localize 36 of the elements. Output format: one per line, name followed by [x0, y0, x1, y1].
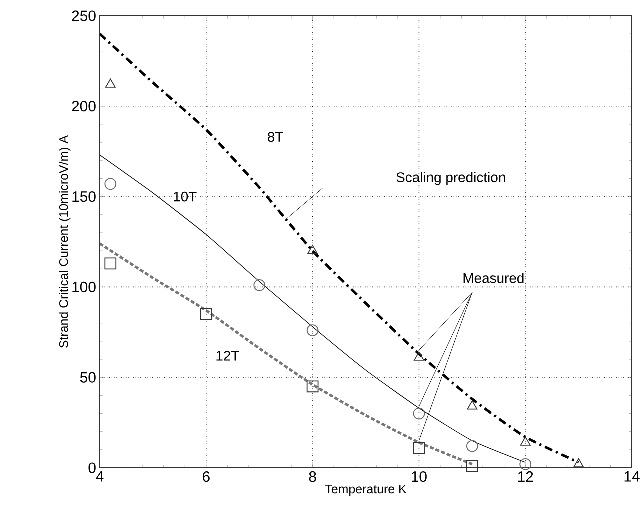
point — [466, 440, 478, 452]
x-tick-label: 4 — [96, 472, 104, 482]
x-tick-label: 6 — [203, 472, 210, 482]
y-tick-label: 150 — [72, 192, 96, 202]
x-tick-label: 12 — [518, 472, 534, 482]
x-axis-title: Temperature K — [325, 484, 407, 496]
annotation: Measured — [464, 273, 524, 284]
point — [413, 442, 426, 454]
point — [466, 460, 478, 472]
x-tick-label: 8 — [309, 472, 316, 482]
y-tick-label: 100 — [72, 282, 96, 292]
point — [105, 78, 116, 88]
annotation: Scaling prediction — [396, 172, 506, 186]
x-tick-label: 10 — [412, 472, 427, 482]
point — [254, 279, 266, 292]
x-tick-label: 14 — [624, 472, 640, 482]
y-tick-label: 50 — [80, 372, 96, 383]
point — [414, 352, 424, 361]
point — [413, 408, 426, 420]
point — [308, 245, 318, 254]
point — [200, 308, 212, 320]
point — [306, 380, 319, 393]
point — [574, 458, 584, 468]
point — [520, 458, 532, 470]
point — [306, 324, 319, 337]
annotation: 12T — [216, 351, 240, 361]
annotation: 8T — [268, 132, 284, 142]
y-tick-label: 250 — [72, 10, 96, 22]
point — [104, 178, 117, 190]
y-tick-label: 0 — [88, 462, 96, 474]
point — [520, 436, 531, 446]
y-tick-label: 200 — [72, 101, 96, 112]
y-axis-title: Strand Critical Current (10microV/m) A — [59, 135, 71, 348]
annotation: 10T — [174, 192, 197, 202]
point — [104, 258, 117, 270]
point — [467, 400, 478, 410]
